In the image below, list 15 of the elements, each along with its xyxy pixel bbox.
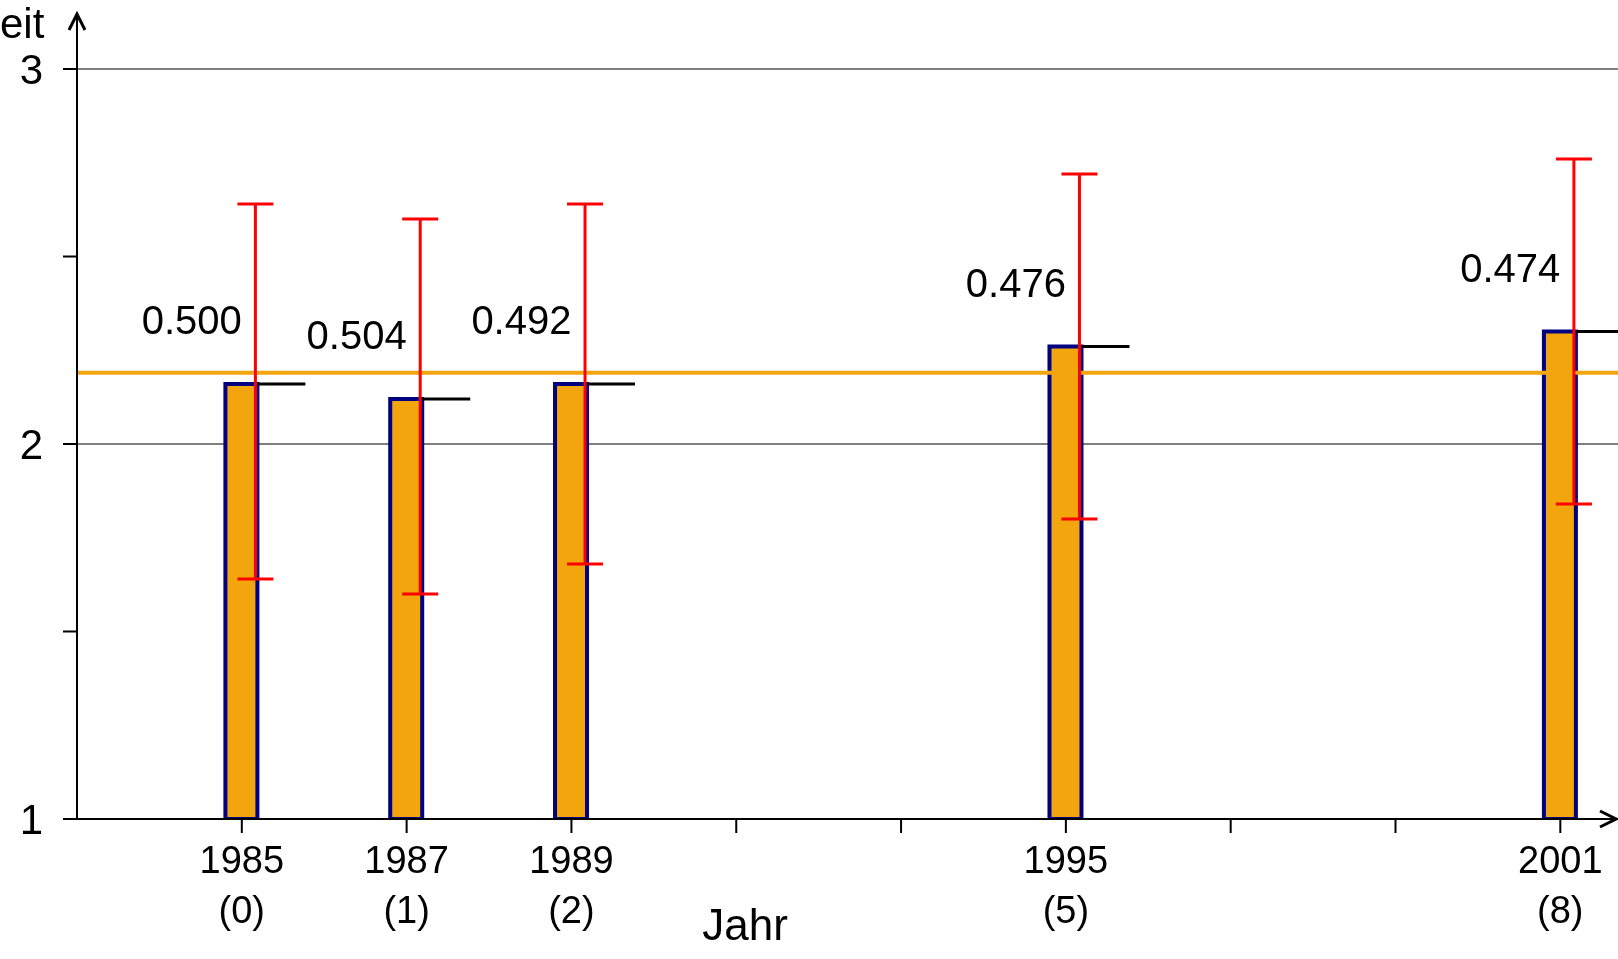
- y-tick-label: 2: [19, 420, 43, 468]
- x-tick-label: 1985 (0): [199, 839, 285, 931]
- annotation: 0.492: [471, 298, 572, 342]
- x-axis-title: Jahr: [702, 900, 788, 949]
- annotation: 0.476: [965, 260, 1066, 305]
- annotation: 0.504: [306, 313, 407, 357]
- y-axis-title: eit: [0, 0, 45, 47]
- x-tick-label: 1995 (5): [1023, 839, 1109, 931]
- y-tick-label: 1: [19, 795, 43, 843]
- annotation: 0.474: [1460, 245, 1561, 290]
- y-tick-label: 3: [19, 45, 43, 93]
- x-tick-label: 1989 (2): [529, 839, 614, 931]
- x-tick-label: 2001 (8): [1518, 839, 1603, 931]
- annotation: 0.500: [141, 298, 242, 342]
- x-tick-label: 1987 (1): [364, 839, 449, 931]
